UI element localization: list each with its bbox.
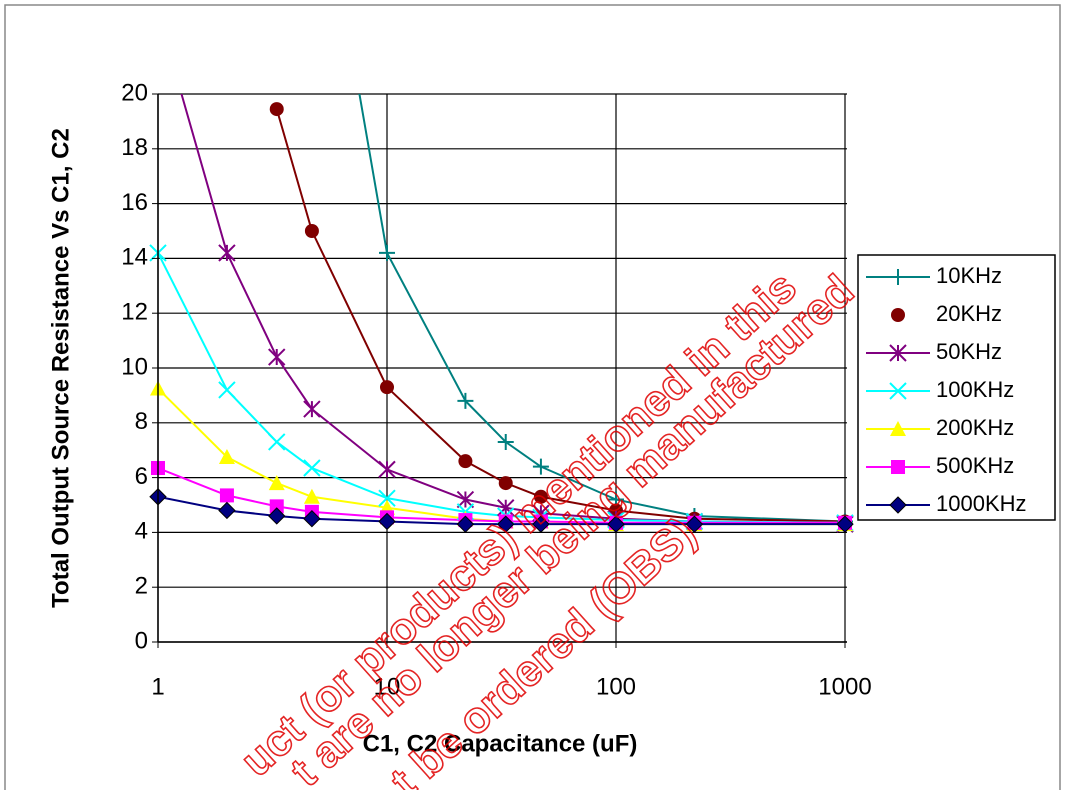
legend-label: 100KHz bbox=[936, 377, 1014, 402]
marker bbox=[218, 244, 236, 262]
marker bbox=[891, 308, 905, 322]
y-tick-label: 16 bbox=[121, 189, 148, 216]
marker-group bbox=[149, 102, 854, 533]
marker bbox=[269, 102, 284, 117]
y-tick-label: 20 bbox=[121, 79, 148, 106]
ticks: 0 2 4 6 8 10 12 14 16 18 20 1 10 100 1000 bbox=[121, 79, 871, 700]
marker bbox=[891, 460, 905, 474]
legend-box bbox=[857, 254, 1056, 521]
marker bbox=[304, 224, 319, 238]
marker bbox=[497, 433, 514, 450]
y-axis-label: Total Output Source Resistance Vs C1, C2 bbox=[47, 128, 74, 608]
marker bbox=[218, 381, 236, 399]
marker bbox=[218, 449, 235, 465]
y-tick-label: 8 bbox=[135, 408, 148, 435]
marker bbox=[380, 380, 394, 395]
marker bbox=[303, 509, 321, 528]
marker bbox=[889, 382, 907, 400]
marker bbox=[532, 515, 550, 533]
x-axis-label: C1, C2 Capacitance (uF) bbox=[363, 730, 638, 757]
marker bbox=[890, 269, 906, 285]
legend-label: 500KHz bbox=[936, 453, 1014, 478]
marker bbox=[889, 344, 907, 362]
marker bbox=[607, 515, 625, 533]
marker bbox=[532, 458, 549, 475]
marker bbox=[533, 489, 548, 504]
marker bbox=[268, 475, 285, 491]
grid bbox=[157, 93, 847, 643]
marker bbox=[497, 499, 515, 517]
marker bbox=[269, 499, 284, 514]
legend-label: 10KHz bbox=[936, 263, 1002, 288]
marker bbox=[268, 348, 286, 366]
marker bbox=[458, 454, 473, 469]
y-tick-label: 6 bbox=[135, 463, 148, 490]
marker bbox=[890, 421, 906, 436]
marker bbox=[456, 515, 475, 533]
x-tick-label: 1000 bbox=[818, 673, 871, 700]
marker bbox=[457, 392, 474, 409]
marker bbox=[836, 515, 854, 533]
x-tick-label: 100 bbox=[596, 673, 636, 700]
marker bbox=[218, 501, 236, 520]
legend-label: 200KHz bbox=[936, 415, 1014, 440]
y-tick-label: 2 bbox=[135, 573, 148, 600]
x-tick-label: 1 bbox=[151, 673, 164, 700]
marker bbox=[378, 512, 396, 531]
marker bbox=[268, 507, 286, 525]
marker bbox=[219, 488, 234, 503]
marker bbox=[498, 476, 513, 491]
legend-label: 20KHz bbox=[936, 301, 1002, 326]
y-tick-label: 10 bbox=[121, 353, 148, 380]
x-tick-label: 10 bbox=[374, 673, 401, 700]
y-tick-label: 0 bbox=[135, 627, 148, 654]
y-tick-label: 14 bbox=[121, 244, 148, 271]
marker bbox=[268, 433, 286, 451]
marker bbox=[303, 488, 320, 504]
legend-label: 1000KHz bbox=[936, 491, 1027, 516]
marker bbox=[378, 460, 396, 479]
y-tick-label: 4 bbox=[135, 518, 148, 545]
marker bbox=[379, 244, 395, 261]
marker bbox=[303, 400, 321, 418]
legend-label: 50KHz bbox=[936, 339, 1002, 364]
marker bbox=[889, 496, 907, 514]
legend: 10KHz 20KHz 50KHz 100KHz 200KHz 500KHz 1000KHz bbox=[866, 263, 1027, 516]
y-tick-label: 12 bbox=[121, 299, 148, 326]
marker bbox=[497, 515, 515, 533]
marker bbox=[303, 459, 321, 477]
marker bbox=[378, 489, 396, 507]
y-tick-label: 18 bbox=[121, 134, 148, 161]
marker bbox=[456, 490, 475, 509]
series-line bbox=[358, 94, 846, 523]
marker bbox=[685, 515, 704, 533]
